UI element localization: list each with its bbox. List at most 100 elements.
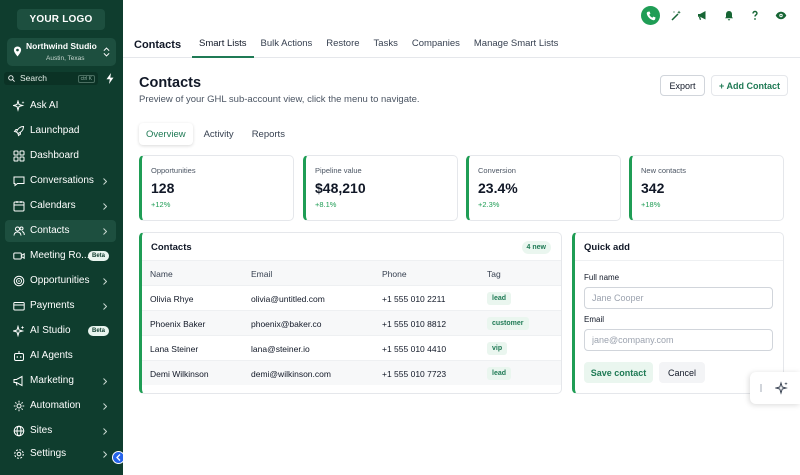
search-icon: [8, 75, 15, 82]
magic-wand-button[interactable]: [667, 6, 686, 25]
tab-companies[interactable]: Companies: [411, 38, 460, 49]
sidebar-item-label: Payments: [30, 300, 75, 311]
kpi-delta: +2.3%: [478, 200, 500, 209]
collapse-sidebar-button[interactable]: [112, 451, 125, 464]
full-name-field[interactable]: [584, 287, 773, 309]
phone-icon: [646, 11, 655, 20]
column-header-email[interactable]: Email: [251, 269, 273, 279]
sidebar-item-conversations[interactable]: Conversations: [5, 170, 116, 192]
sidebar-item-label: Automation: [30, 400, 81, 411]
sidebar-item-contacts[interactable]: Contacts: [5, 220, 116, 242]
announcements-button[interactable]: [693, 6, 712, 25]
tab-overview[interactable]: Overview: [139, 123, 193, 145]
sidebar-item-payments[interactable]: Payments: [5, 295, 116, 317]
cell-phone: +1 555 010 8812: [382, 319, 447, 329]
table-row[interactable]: Phoenix Baker phoenix@baker.co +1 555 01…: [142, 310, 561, 335]
table-row[interactable]: Lana Steiner lana@steiner.io +1 555 010 …: [142, 335, 561, 360]
lightning-icon[interactable]: [106, 73, 114, 84]
sidebar: YOUR LOGO Northwind Studio Austin, Texas…: [0, 0, 123, 475]
kpi-value: 23.4%: [478, 180, 518, 196]
users-icon: [13, 226, 25, 236]
sidebar-item-launchpad[interactable]: Launchpad: [5, 120, 116, 142]
tag-badge: customer: [487, 317, 529, 330]
help-button[interactable]: [745, 6, 764, 25]
tag-badge: vip: [487, 342, 508, 355]
help-icon: [751, 10, 758, 20]
tag-badge: lead: [487, 292, 512, 305]
notifications-button[interactable]: [719, 6, 738, 25]
email-field[interactable]: [584, 329, 773, 351]
column-header-phone[interactable]: Phone: [382, 269, 407, 279]
table-header-row: Name Email Phone Tag: [142, 260, 561, 285]
kpi-delta: +8.1%: [315, 200, 337, 209]
kpi-value: 342: [641, 180, 665, 196]
cell-name: Lana Steiner: [150, 344, 199, 354]
kpi-delta: +12%: [151, 200, 171, 209]
sidebar-item-meeting-rooms[interactable]: Meeting Ro... Beta: [5, 245, 116, 267]
funnel-icon: [13, 275, 25, 287]
tab-reports[interactable]: Reports: [251, 128, 285, 140]
sidebar-item-dashboard[interactable]: Dashboard: [5, 145, 116, 167]
table-row[interactable]: Demi Wilkinson demi@wilkinson.com +1 555…: [142, 360, 561, 385]
kpi-label: Opportunities: [151, 166, 196, 175]
column-header-tag[interactable]: Tag: [487, 269, 501, 279]
cell-name: Phoenix Baker: [150, 319, 206, 329]
tab-restore[interactable]: Restore: [326, 38, 360, 49]
settings-icon: [14, 449, 24, 459]
kpi-value: $48,210: [315, 180, 366, 196]
bot-icon: [14, 351, 24, 361]
beta-badge: Beta: [87, 251, 109, 261]
top-bar: Contacts Smart Lists Bulk Actions Restor…: [123, 0, 800, 58]
visibility-button[interactable]: [771, 6, 790, 25]
sidebar-item-sites[interactable]: Sites: [5, 420, 116, 442]
search-label: Search: [20, 73, 47, 83]
chevron-right-icon: [103, 403, 107, 410]
sidebar-item-calendars[interactable]: Calendars: [5, 195, 116, 217]
chevron-right-icon: [103, 278, 107, 285]
cell-phone: +1 555 010 4410: [382, 344, 447, 354]
cancel-button[interactable]: Cancel: [659, 362, 705, 383]
table-row[interactable]: Olivia Rhye olivia@untitled.com +1 555 0…: [142, 285, 561, 310]
table-title: Contacts: [151, 242, 192, 253]
chevron-updown-icon: [103, 47, 110, 57]
phone-button[interactable]: [641, 6, 660, 25]
ai-assistant-launcher[interactable]: [750, 372, 800, 404]
quick-add-card: Quick add Full name Email Save contact C…: [572, 232, 784, 394]
account-location: Austin, Texas: [46, 55, 85, 62]
sidebar-item-ai-studio[interactable]: AI Studio Beta: [5, 320, 116, 342]
cell-name: Olivia Rhye: [150, 294, 194, 304]
top-actions: [641, 6, 790, 25]
sidebar-item-marketing[interactable]: Marketing: [5, 370, 116, 392]
cell-phone: +1 555 010 7723: [382, 369, 447, 379]
sidebar-search[interactable]: Search ctrl K: [4, 72, 98, 85]
full-name-label: Full name: [584, 273, 620, 282]
sidebar-item-opportunities[interactable]: Opportunities: [5, 270, 116, 292]
sidebar-item-ai-agents[interactable]: AI Agents: [5, 345, 116, 367]
account-switcher[interactable]: Northwind Studio Austin, Texas: [7, 38, 116, 66]
sidebar-item-label: AI Agents: [30, 350, 73, 361]
tab-manage-smart-lists[interactable]: Manage Smart Lists: [473, 38, 559, 49]
add-contact-button[interactable]: + Add Contact: [711, 75, 788, 96]
sidebar-item-label: Contacts: [30, 225, 70, 236]
beta-badge: Beta: [87, 326, 109, 336]
tab-tasks[interactable]: Tasks: [373, 38, 398, 49]
sparkle-icon: [775, 381, 788, 395]
sidebar-item-label: Opportunities: [30, 275, 90, 286]
section-title: Contacts: [134, 39, 182, 51]
logo[interactable]: YOUR LOGO: [17, 9, 105, 30]
export-button[interactable]: Export: [660, 75, 705, 96]
rocket-icon: [13, 125, 25, 137]
sidebar-item-ask-ai[interactable]: Ask AI: [5, 95, 116, 117]
megaphone-icon: [698, 11, 706, 21]
tab-activity[interactable]: Activity: [203, 128, 234, 140]
tab-bulk-actions[interactable]: Bulk Actions: [260, 38, 313, 49]
chat-icon: [13, 176, 25, 187]
card-icon: [13, 302, 25, 311]
sidebar-item-settings[interactable]: Settings: [5, 443, 116, 465]
drag-handle[interactable]: [760, 384, 762, 392]
chevron-right-icon: [103, 428, 107, 435]
column-header-name[interactable]: Name: [150, 269, 173, 279]
sidebar-item-automation[interactable]: Automation: [5, 395, 116, 417]
save-contact-button[interactable]: Save contact: [584, 362, 653, 383]
tab-smart-lists[interactable]: Smart Lists: [192, 38, 254, 58]
